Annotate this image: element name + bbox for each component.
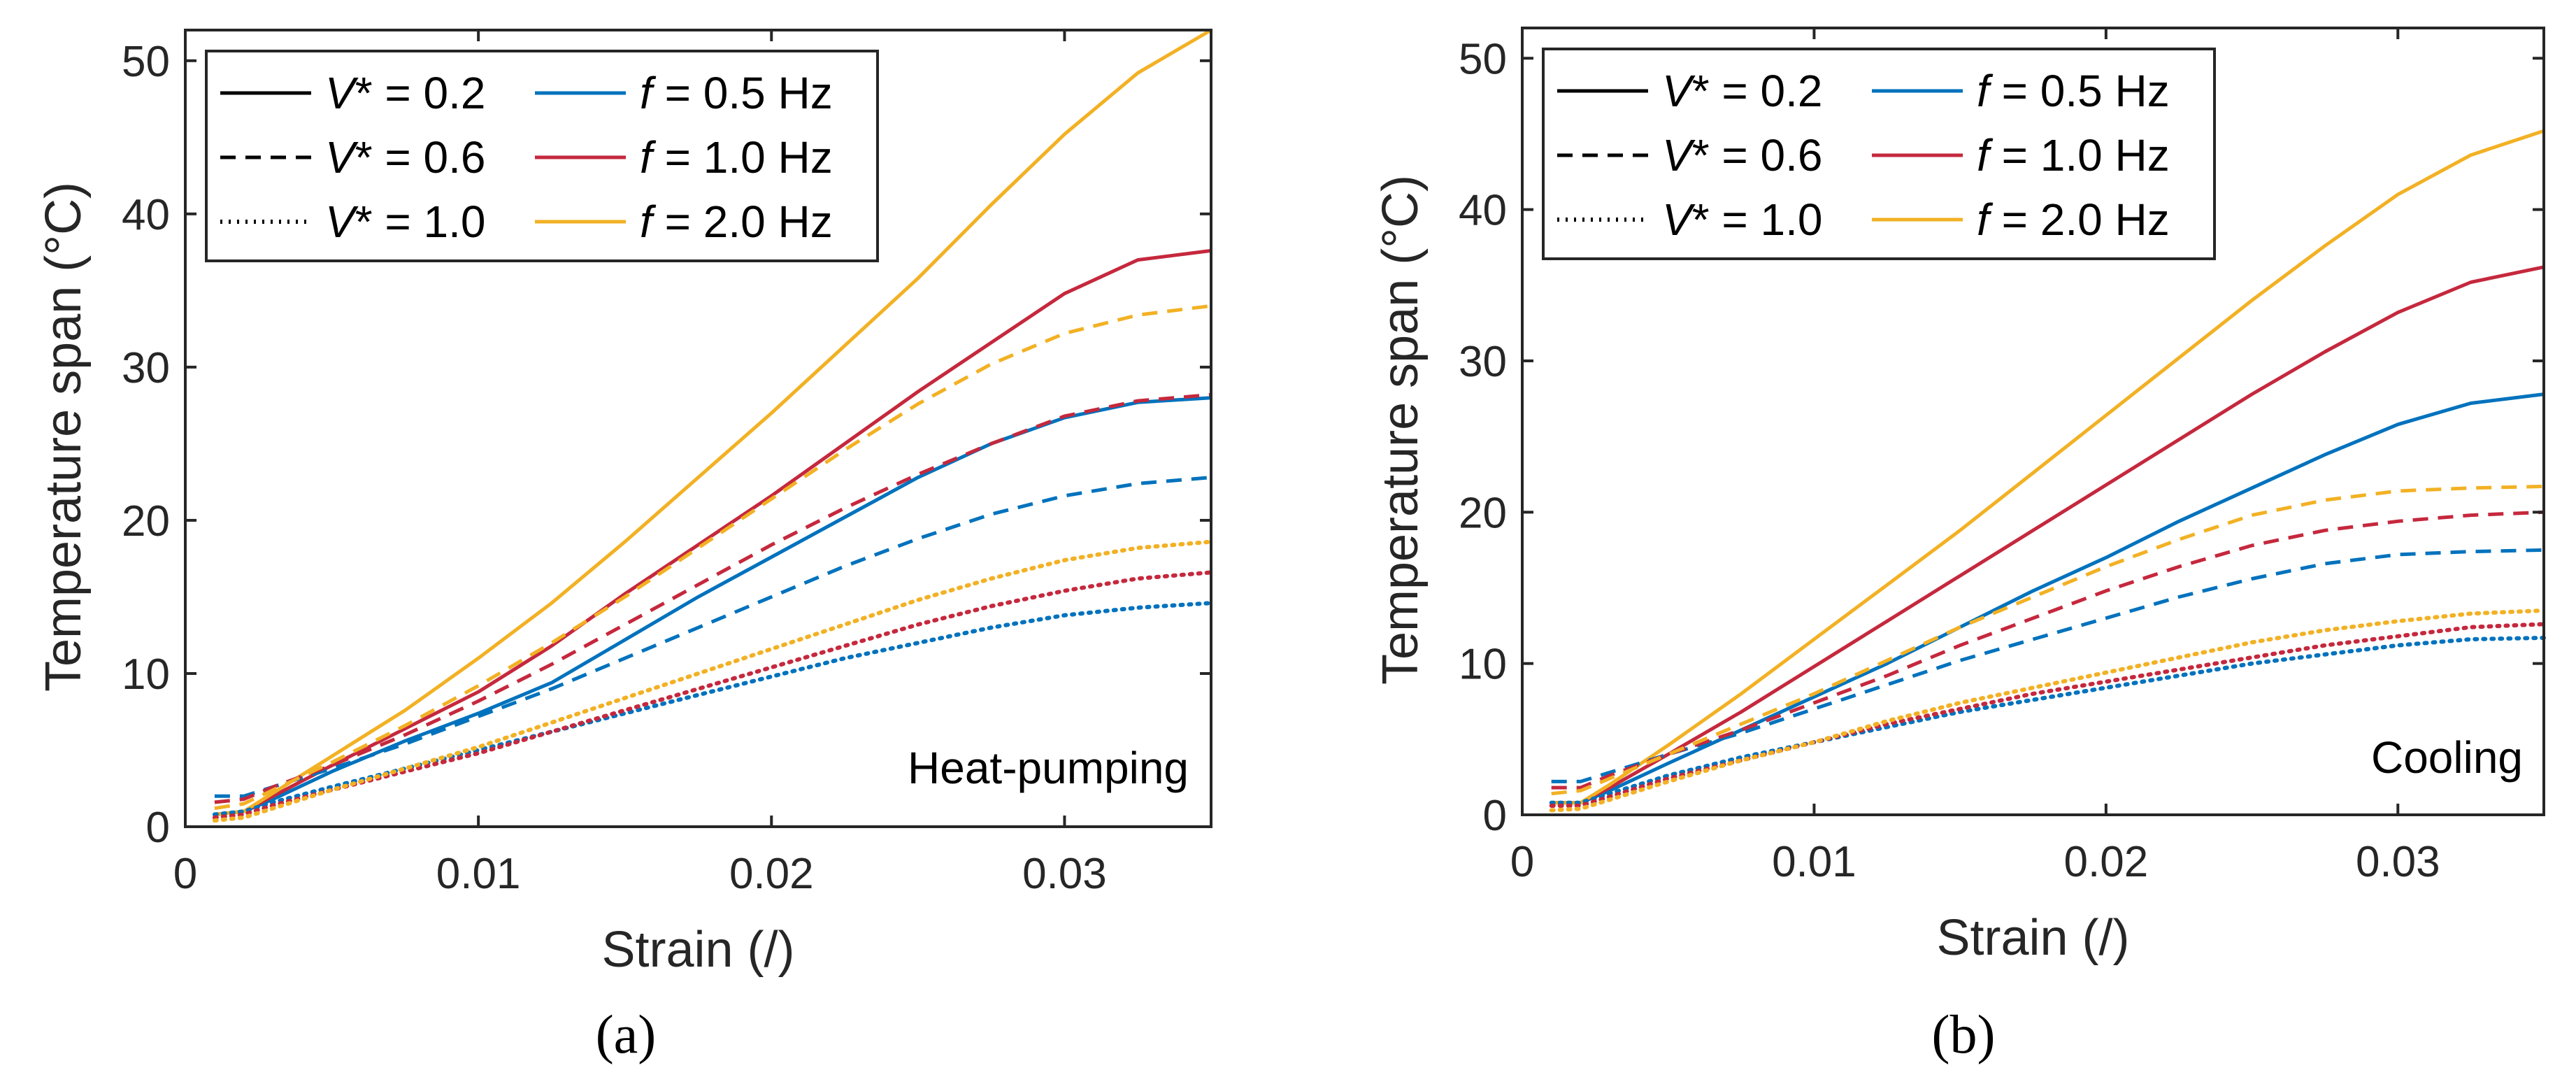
- legend-entry-frequency: f = 0.5 Hz: [640, 68, 833, 118]
- legend-value: = 0.5 Hz: [652, 68, 833, 118]
- series-line-v02-f10: [1551, 265, 2545, 805]
- series-line-v02-f10: [214, 248, 1212, 816]
- series-line-v10-f10: [1549, 622, 2546, 808]
- x-tick-label: 0.02: [729, 850, 814, 898]
- legend-value: * = 0.2: [1692, 66, 1823, 116]
- y-tick-label: 40: [1459, 187, 1507, 235]
- legend-value: = 1.0 Hz: [652, 132, 833, 183]
- panel-a: 0 0.01 0.02 0.03 0 10 20 30 40 50 Strain (/) Temper…: [36, 28, 1213, 1065]
- legend-entry-voltage: V* = 0.2: [325, 68, 486, 118]
- y-tick-label: 20: [1459, 489, 1507, 537]
- legend-symbol: V: [1662, 66, 1696, 116]
- legend-symbol: V: [1662, 130, 1696, 180]
- y-tick-label: 50: [1459, 35, 1507, 83]
- legend-value: * = 0.6: [355, 132, 486, 183]
- x-tick-label: 0.02: [2064, 838, 2149, 886]
- legend-entry-frequency: f = 0.5 Hz: [1977, 66, 2170, 116]
- legend: V* = 0.2V* = 0.6V* = 1.0f = 0.5 Hzf = 1.…: [205, 50, 879, 262]
- series-line-v10-f20: [1549, 608, 2546, 813]
- legend-entry-frequency: f = 1.0 Hz: [1977, 130, 2170, 180]
- legend-entry-frequency: f = 1.0 Hz: [640, 132, 833, 183]
- legend: V* = 0.2V* = 0.6V* = 1.0f = 0.5 Hzf = 1.…: [1542, 48, 2216, 260]
- legend-value: = 2.0 Hz: [652, 197, 833, 247]
- legend-value: * = 0.2: [355, 68, 486, 118]
- legend-entry-voltage: V* = 1.0: [325, 197, 486, 247]
- panel-label: (a): [596, 1004, 657, 1065]
- y-tick-label: 30: [122, 344, 170, 392]
- legend-value: = 1.0 Hz: [1989, 130, 2170, 180]
- series-line-v10-f05: [212, 601, 1213, 817]
- series-line-v02-f20: [214, 28, 1212, 816]
- series-line-v06-f05: [214, 476, 1212, 798]
- legend-value: = 2.0 Hz: [1989, 194, 2170, 245]
- legend-symbol: V: [1662, 194, 1696, 245]
- y-tick-label: 0: [1483, 792, 1507, 840]
- legend-symbol: V: [325, 197, 359, 247]
- y-tick-label: 30: [1459, 338, 1507, 386]
- legend-entry-voltage: V* = 0.6: [1662, 130, 1823, 180]
- y-axis-label: Temperature span (°C): [36, 182, 92, 692]
- panel-annotation: Cooling: [2371, 732, 2523, 783]
- legend-symbol: V: [325, 132, 359, 183]
- panel-annotation: Heat-pumping: [908, 743, 1189, 793]
- legend-symbol: V: [325, 68, 359, 118]
- legend-value: * = 1.0: [355, 197, 486, 247]
- series-line-v02-f05: [214, 396, 1212, 816]
- legend-value: * = 0.6: [1692, 130, 1823, 180]
- legend-entry-frequency: f = 2.0 Hz: [640, 197, 833, 247]
- series-line-v06-f05: [1551, 548, 2545, 783]
- x-tick-label: 0: [1510, 838, 1534, 886]
- y-tick-label: 10: [1459, 641, 1507, 689]
- panel-label: (b): [1932, 1004, 1996, 1065]
- x-tick-label: 0.01: [436, 850, 521, 898]
- legend-value: * = 1.0: [1692, 194, 1823, 245]
- legend-value: = 0.5 Hz: [1989, 66, 2170, 116]
- y-tick-label: 50: [122, 38, 170, 86]
- panel-b: 0 0.01 0.02 0.03 0 10 20 30 40 50 Strain (/) Temper…: [1373, 27, 2546, 1065]
- series-line-v02-f05: [1551, 392, 2545, 805]
- legend-entry-frequency: f = 2.0 Hz: [1977, 194, 2170, 245]
- x-tick-label: 0.03: [2356, 838, 2440, 886]
- y-tick-label: 40: [122, 191, 170, 239]
- x-axis-label: Strain (/): [601, 922, 794, 978]
- series-line-v10-f20: [212, 539, 1213, 823]
- legend-entry-voltage: V* = 0.2: [1662, 66, 1823, 116]
- x-tick-label: 0.03: [1022, 850, 1107, 898]
- series-line-v06-f20: [214, 304, 1212, 811]
- y-axis-label: Temperature span (°C): [1373, 175, 1429, 685]
- series-line-v06-f10: [214, 392, 1212, 804]
- axes-box: [1521, 27, 2545, 816]
- legend-entry-voltage: V* = 0.6: [325, 132, 486, 183]
- y-tick-label: 10: [122, 650, 170, 699]
- x-axis-label: Strain (/): [1936, 910, 2129, 966]
- series-line-v06-f20: [1551, 485, 2545, 796]
- y-tick-label: 20: [122, 497, 170, 546]
- series-line-v10-f05: [1549, 635, 2546, 805]
- axes-box: [184, 29, 1212, 828]
- legend-entry-voltage: V* = 1.0: [1662, 194, 1823, 245]
- y-tick-label: 0: [146, 804, 170, 852]
- x-tick-label: 0.01: [1772, 838, 1856, 886]
- x-tick-label: 0: [173, 850, 197, 898]
